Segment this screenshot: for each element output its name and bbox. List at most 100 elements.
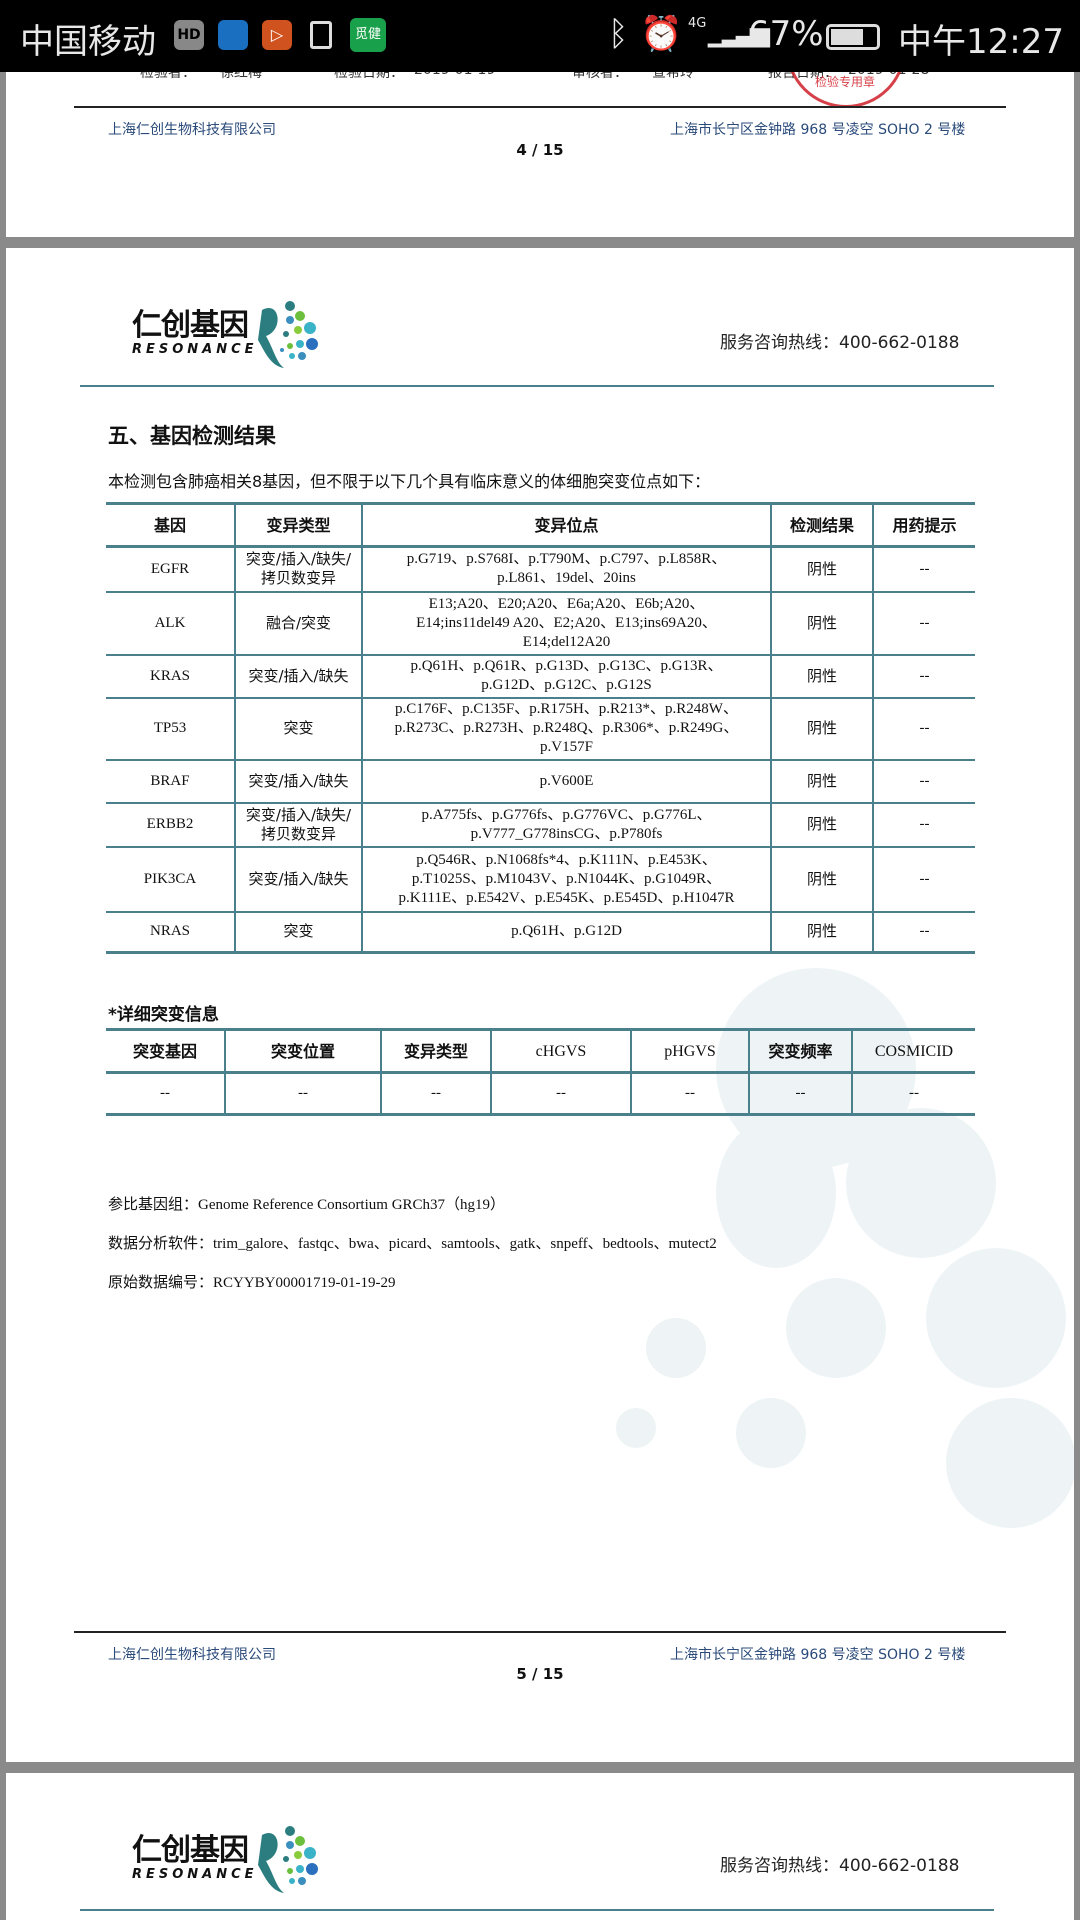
column-header: COSMICID [851, 1029, 975, 1073]
shield-icon [218, 20, 248, 50]
header-divider [80, 1909, 994, 1911]
reviewer-label: 审核者： [572, 72, 628, 81]
table-row: BRAF 突变/插入/缺失 p.V600E 阴性 -- [106, 759, 975, 803]
table-cell: 突变/插入/缺失/拷贝数变异 [234, 546, 363, 592]
company-logo: 仁创基因 RESONANCE [132, 1825, 332, 1895]
company-logo: 仁创基因 RESONANCE [132, 300, 332, 370]
table-cell: PIK3CA [106, 846, 236, 912]
raw-data-id: 原始数据编号：RCYYBY00001719-01-19-29 [108, 1275, 396, 1291]
table-cell: -- [872, 846, 975, 912]
table-row: PIK3CA 突变/插入/缺失 p.Q546R、p.N1068fs*4、p.K111… [106, 846, 975, 912]
table-header-row: 突变基因 突变位置 变异类型 cHGVS pHGVS 突变频率 COSMICID [106, 1029, 975, 1073]
table-header-row: 基因 变异类型 变异位点 检测结果 用药提示 [106, 503, 975, 547]
table-cell: -- [872, 697, 975, 760]
bluetooth-icon: ᛒ [608, 14, 629, 54]
footer-address: 上海市长宁区金钟路 968 号凌空 SOHO 2 号楼 [670, 1647, 966, 1663]
logo-r-mark [258, 301, 318, 368]
table-cell: p.A775fs、p.G776fs、p.G776VC、p.G776L、p.V77… [361, 802, 772, 847]
pdf-page-5: 仁创基因 RESONANCE 服务咨询热线：400-662-0188 五、基因检… [6, 248, 1074, 1762]
inspect-date-label: 检验日期： [334, 72, 404, 81]
table-cell: p.Q546R、p.N1068fs*4、p.K111N、p.E453K、p.T1… [361, 846, 772, 912]
table-cell: TP53 [106, 697, 236, 760]
detail-title: *详细突变信息 [108, 1005, 219, 1025]
reviewer-name: 查希玲 [652, 72, 694, 81]
watermark-dot [846, 1108, 996, 1258]
footer-divider [74, 1631, 1006, 1633]
table-cell: BRAF [106, 759, 236, 803]
table-cell: p.C176F、p.C135F、p.R175H、p.R213*、p.R248W、… [361, 697, 772, 760]
watermark-dot [646, 1318, 706, 1378]
official-stamp: 检验专用章 [786, 72, 906, 108]
status-bar: 中国移动 HD ▷ 觅健 ᛒ ⏰ 4G ▁▂▃▅ 67% 中午12:27 [0, 0, 1080, 72]
table-cell: 阴性 [770, 846, 874, 912]
stamp-text: 检验专用章 [815, 75, 876, 89]
table-row: EGFR 突变/插入/缺失/拷贝数变异 p.G719、p.S768I、p.T790M… [106, 546, 975, 592]
table-cell: p.Q61H、p.G12D [361, 911, 772, 953]
table-cell: -- [224, 1072, 382, 1115]
inspector-name: 徐红梅 [220, 72, 262, 81]
table-row: -- -- -- -- -- -- -- [106, 1072, 975, 1115]
table-cell: 阴性 [770, 591, 874, 655]
column-header: 检测结果 [770, 503, 874, 547]
watermark-dot [786, 1278, 886, 1378]
reference-genome: 参比基因组：Genome Reference Consortium GRCh37… [108, 1197, 506, 1213]
table-row: ALK 融合/突变 E13;A20、E20;A20、E6a;A20、E6b;A20、… [106, 591, 975, 655]
table-cell: -- [872, 591, 975, 655]
table-cell: KRAS [106, 654, 236, 698]
table-cell: 阴性 [770, 654, 874, 698]
table-cell: 突变 [234, 697, 363, 760]
clock: 中午12:27 [898, 22, 1064, 62]
intro-text: 本检测包含肺癌相关8基因，但不限于以下几个具有临床意义的体细胞突变位点如下： [108, 472, 711, 491]
table-cell: ALK [106, 591, 236, 655]
page-number: 5 / 15 [516, 1665, 564, 1683]
table-cell: -- [872, 802, 975, 847]
table-cell: p.Q61H、p.Q61R、p.G13D、p.G13C、p.G13R、p.G12… [361, 654, 772, 698]
hotline: 服务咨询热线：400-662-0188 [720, 1856, 960, 1876]
video-app-icon: ▷ [262, 20, 292, 50]
inspect-date: 2019-01-19 [414, 72, 495, 78]
table-cell: ERBB2 [106, 802, 236, 847]
inspector-label: 检验者： [140, 72, 196, 81]
table-cell: 突变/插入/缺失/拷贝数变异 [234, 802, 363, 847]
table-cell: 阴性 [770, 759, 874, 803]
battery-percent: 67% [748, 14, 824, 54]
table-cell: 突变 [234, 911, 363, 953]
pdf-page-4: 检验者： 徐红梅 检验日期： 2019-01-19 审核者： 查希玲 报告日期：… [6, 72, 1074, 237]
column-header: 变异类型 [234, 503, 363, 547]
watermark-dot [716, 1118, 836, 1268]
battery-icon [826, 24, 880, 50]
page-number: 4 / 15 [516, 141, 564, 159]
mutation-detail-table: 突变基因 突变位置 变异类型 cHGVS pHGVS 突变频率 COSMICID -- -- -… [106, 1028, 975, 1116]
table-cell: p.V600E [361, 759, 772, 803]
footer-divider [74, 106, 1006, 108]
pdf-page-6: 仁创基因 RESONANCE 服务咨询热线：400-662-0188 [6, 1773, 1074, 1920]
table-cell: -- [872, 911, 975, 953]
table-row: NRAS 突变 p.Q61H、p.G12D 阴性 -- [106, 911, 975, 953]
table-cell: 阴性 [770, 911, 874, 953]
table-cell: -- [748, 1072, 853, 1115]
section-title: 五、基因检测结果 [108, 424, 276, 448]
column-header: 基因 [106, 503, 236, 547]
watermark-dot [946, 1398, 1074, 1528]
column-header: cHGVS [490, 1029, 632, 1073]
column-header: 变异类型 [380, 1029, 492, 1073]
table-cell: 突变/插入/缺失 [234, 759, 363, 803]
table-cell: 融合/突变 [234, 591, 363, 655]
logo-r-mark [258, 1826, 318, 1893]
network-label: 4G [688, 16, 707, 31]
table-cell: 突变/插入/缺失 [234, 654, 363, 698]
table-row: TP53 突变 p.C176F、p.C135F、p.R175H、p.R213*、p.… [106, 697, 975, 760]
header-divider [80, 385, 994, 387]
alarm-icon: ⏰ [640, 14, 683, 54]
column-header: pHGVS [630, 1029, 750, 1073]
hotline: 服务咨询热线：400-662-0188 [720, 333, 960, 353]
dual-sim-icon [310, 21, 332, 49]
column-header: 用药提示 [872, 503, 975, 547]
hd-icon: HD [174, 20, 204, 50]
footer-address: 上海市长宁区金钟路 968 号凌空 SOHO 2 号楼 [670, 122, 966, 138]
table-cell: 突变/插入/缺失 [234, 846, 363, 912]
carrier-label: 中国移动 [20, 22, 156, 62]
signature-row: 检验者： 徐红梅 检验日期： 2019-01-19 审核者： 查希玲 报告日期：… [6, 72, 1074, 81]
table-cell: -- [851, 1072, 975, 1115]
table-cell: EGFR [106, 546, 236, 592]
